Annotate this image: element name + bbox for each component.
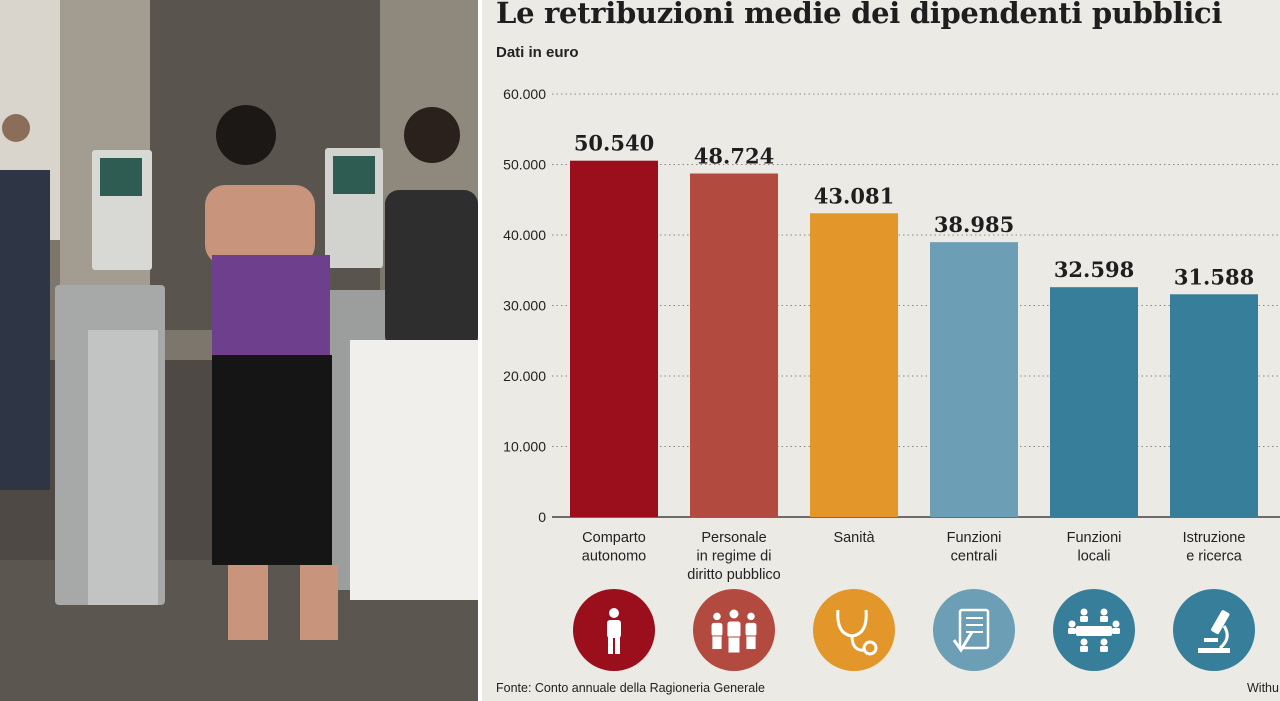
category-label: Istruzione e ricerca: [1183, 530, 1246, 565]
photo-panel: [0, 0, 478, 701]
category-label-line: diritto pubblico: [687, 567, 781, 583]
category-label-line: autonomo: [582, 549, 647, 565]
bar-value-label: 50.540: [574, 131, 654, 156]
y-tick-label: 50.000: [503, 157, 546, 173]
bar: [810, 213, 898, 518]
chart-subtitle: Dati in euro: [496, 44, 579, 61]
y-tick-label: 30.000: [503, 298, 546, 314]
category-label-line: locali: [1077, 549, 1110, 565]
bar: [1170, 294, 1258, 517]
category-label-line: Comparto: [582, 530, 646, 546]
category-label-line: Istruzione: [1183, 530, 1246, 546]
y-tick-label: 10.000: [503, 439, 546, 455]
category-label: Sanità: [833, 530, 875, 546]
category-label-line: Funzioni: [947, 530, 1002, 546]
infographic-panel: Le retribuzioni medie dei dipendenti pub…: [482, 0, 1280, 701]
bar: [1050, 287, 1138, 517]
bar-chart: 0 10.000 20.000 30.000 40.000 50.000 60.000 50.…: [503, 86, 1280, 671]
bar-value-label: 32.598: [1054, 257, 1134, 282]
bar-value-label: 48.724: [694, 143, 774, 168]
bar: [690, 173, 778, 518]
category-label-line: Personale: [701, 530, 766, 546]
category-label: Funzioni centrali: [947, 530, 1002, 565]
category-label-line: e ricerca: [1186, 549, 1243, 565]
group-icon: [693, 589, 775, 671]
credit-note: Withu: [1247, 681, 1279, 695]
bar-value-label: 43.081: [814, 183, 894, 208]
y-tick-label: 40.000: [503, 227, 546, 243]
meeting-icon: [1053, 589, 1135, 671]
y-tick-label: 20.000: [503, 368, 546, 384]
microscope-icon: [1173, 589, 1255, 671]
stethoscope-icon: [813, 589, 895, 671]
y-tick-label: 60.000: [503, 86, 546, 102]
chart-title: Le retribuzioni medie dei dipendenti pub…: [496, 0, 1223, 30]
category-label: Comparto autonomo: [582, 530, 647, 565]
person-icon: [573, 589, 655, 671]
category-label-line: Funzioni: [1067, 530, 1122, 546]
bar: [570, 160, 658, 517]
category-label: Funzioni locali: [1067, 530, 1122, 565]
photo-turnstiles-image: [0, 0, 478, 701]
category-label-line: Sanità: [833, 530, 875, 546]
document-check-icon: [933, 589, 1015, 671]
y-tick-label: 0: [538, 509, 546, 525]
source-note: Fonte: Conto annuale della Ragioneria Ge…: [496, 681, 765, 695]
category-label-line: in regime di: [697, 549, 772, 565]
bar-value-label: 38.985: [934, 212, 1014, 237]
category-label-line: centrali: [951, 549, 998, 565]
bar-value-label: 31.588: [1174, 264, 1254, 289]
bar: [930, 242, 1018, 517]
category-label: Personale in regime di diritto pubblico: [687, 530, 781, 583]
panel-divider: [478, 0, 482, 701]
